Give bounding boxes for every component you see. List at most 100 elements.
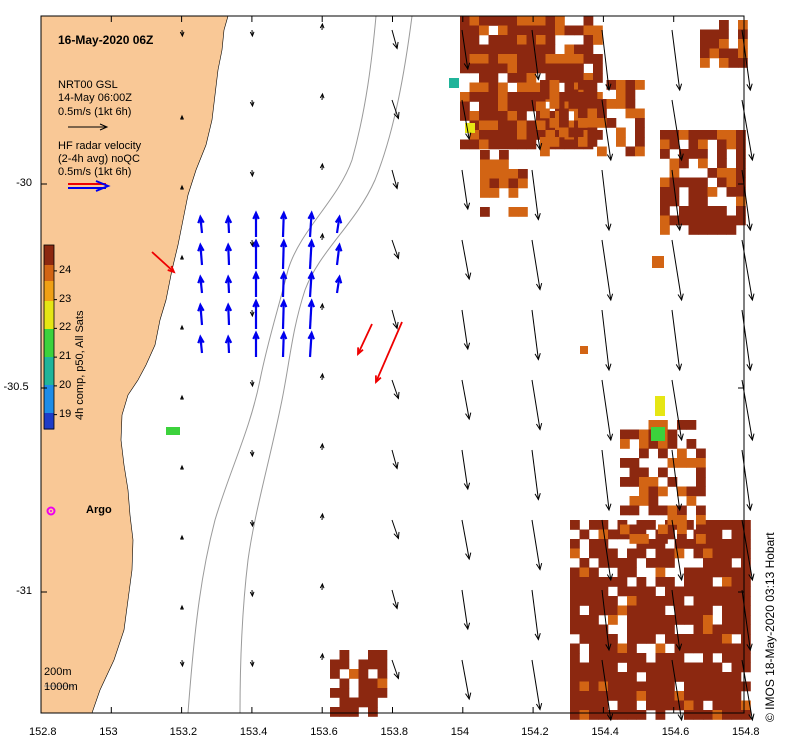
gsl-arrow-head (465, 552, 472, 561)
sst-pixel (741, 662, 751, 673)
gsl-arrow-head (249, 31, 255, 38)
sst-pixel (598, 520, 609, 530)
sst-pixel (684, 577, 694, 587)
sst-pixel (517, 120, 527, 131)
sst-pixel (665, 558, 675, 568)
sst-pixel (703, 577, 713, 587)
sst-pixel (719, 48, 729, 59)
sst-pixel (684, 691, 694, 701)
sst-pixel (728, 58, 739, 68)
hf-arrow-head (279, 270, 288, 280)
hf-arrow-qc (357, 323, 373, 355)
sst-pixel (526, 16, 537, 26)
sst-pixel (688, 139, 699, 150)
sst-pixel (658, 467, 668, 478)
gsl-arrow-head (319, 92, 325, 99)
sst-pixel (587, 99, 598, 109)
sst-pixel (517, 25, 527, 36)
sst-pixel (589, 710, 599, 720)
gsl-arrow (741, 29, 751, 91)
gsl-arrow-head (746, 503, 753, 512)
sst-pixel (587, 80, 598, 90)
sst-pixel (667, 439, 678, 449)
colorbar-cell (44, 293, 54, 298)
colorbar-cell (44, 377, 54, 382)
sst-pixel (709, 39, 720, 49)
sst-pixel (617, 672, 628, 682)
sst-pixel (703, 539, 713, 549)
sst-pixel (526, 92, 537, 102)
sst-pixel (709, 48, 720, 59)
gsl-arrow-head (393, 251, 400, 260)
sst-pixel (722, 643, 732, 654)
sst-pixel (731, 653, 742, 663)
sst-pixel (578, 118, 588, 128)
sst-pixel (722, 605, 732, 616)
gsl-arrow (531, 99, 541, 150)
sst-pixel (549, 118, 560, 128)
sst-pixel (684, 567, 694, 578)
sst-pixel (703, 672, 713, 682)
sst-pixel (570, 605, 580, 616)
sst-pixel (646, 634, 656, 644)
sst-pixel (339, 659, 350, 670)
sst-pixel (608, 596, 618, 606)
sst-pixel (693, 548, 704, 559)
sst-pixel (589, 662, 599, 673)
gsl-arrow-head (463, 482, 471, 491)
sst-pixel (589, 624, 599, 635)
sst-pixel (469, 54, 480, 64)
sst-pixel (536, 16, 546, 26)
sst-pixel (686, 486, 697, 497)
sst-pixel (598, 643, 609, 654)
sst-pixel (598, 681, 609, 692)
gsl-arrow-head (606, 433, 614, 442)
colorbar-cell (44, 309, 54, 314)
sst-pixel (606, 118, 617, 128)
sst-pixel (479, 54, 489, 64)
argo-label: Argo (86, 504, 112, 516)
gsl-arrow (601, 99, 612, 161)
colorbar-cell (44, 301, 54, 306)
sst-pixel (625, 108, 636, 119)
sst-pixel (655, 548, 666, 559)
sst-pixel (617, 691, 628, 701)
sst-pixel (629, 429, 640, 440)
sst-pixel (703, 596, 713, 606)
gsl-arrow-head (535, 422, 543, 431)
sst-pixel (686, 496, 697, 506)
gsl-arrow (391, 449, 398, 469)
sst-pixel (731, 615, 742, 625)
sst-pixel (377, 678, 388, 689)
sst-pixel (707, 225, 718, 235)
sst-pixel (741, 700, 751, 711)
sst-pixel (598, 653, 609, 663)
hf-arrow-qc-head (375, 375, 382, 384)
sst-pixel (579, 681, 590, 692)
sst-pixel (731, 577, 742, 587)
sst-pixel (717, 215, 727, 226)
sst-pixel (674, 539, 685, 549)
gsl-arrow-head (392, 181, 399, 190)
sst-pixel (518, 169, 528, 179)
sst-pixel (693, 634, 704, 644)
sst-pixel (545, 130, 556, 140)
gsl-arrow (601, 309, 610, 371)
gsl-arrow (671, 309, 681, 371)
sst-pixel (579, 672, 590, 682)
sst-pixel (688, 149, 699, 159)
hf-arrow (308, 300, 313, 330)
sst-pixel (589, 567, 599, 578)
gsl-arrow-head (180, 184, 184, 190)
sst-pixel (368, 650, 378, 660)
hf-arrow (308, 212, 313, 238)
sst-pixel (722, 558, 732, 568)
sst-pixel (693, 615, 704, 625)
x-tick-label: 153.6 (310, 726, 338, 738)
colorbar-cell (44, 361, 54, 366)
sst-pixel (655, 605, 666, 616)
sst-pixel (498, 54, 508, 64)
sst-pixel (665, 615, 675, 625)
gsl-arrow-head (319, 582, 325, 589)
sst-pixel (629, 477, 640, 487)
